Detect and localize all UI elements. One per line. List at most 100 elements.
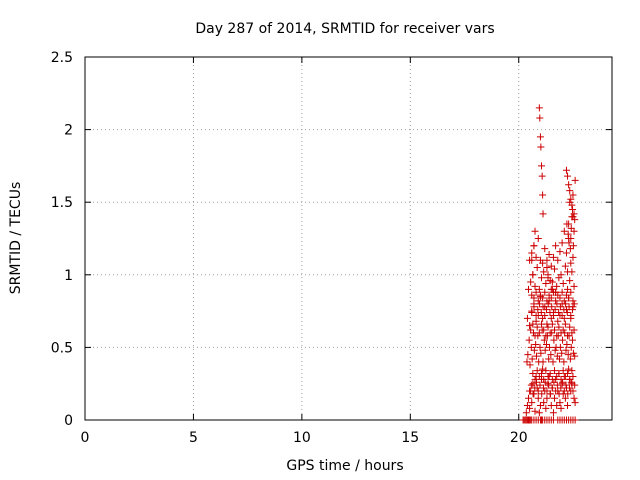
data-point-marker <box>562 249 570 257</box>
data-point-marker <box>569 297 577 305</box>
data-point-marker <box>543 264 551 272</box>
data-point-marker <box>551 394 559 402</box>
data-point-marker <box>562 300 570 308</box>
data-point-marker <box>523 314 531 322</box>
data-point-marker <box>564 390 572 398</box>
data-point-marker <box>555 323 563 331</box>
data-point-marker <box>528 309 536 317</box>
data-point-marker <box>570 394 578 402</box>
data-point-marker <box>546 390 554 398</box>
data-point-marker <box>569 306 577 314</box>
data-point-marker <box>553 282 561 290</box>
data-point-marker <box>533 323 541 331</box>
x-tick-label: 0 <box>81 430 90 446</box>
data-point-marker <box>553 332 561 340</box>
data-point-marker <box>554 256 562 264</box>
data-point-marker <box>560 297 568 305</box>
data-point-marker <box>526 404 534 412</box>
data-point-marker <box>542 404 550 412</box>
data-point-marker <box>537 309 545 317</box>
data-point-marker <box>559 280 567 288</box>
data-point-marker <box>569 191 577 199</box>
data-point-marker <box>526 387 534 395</box>
plot-frame <box>84 56 613 421</box>
data-point-marker <box>534 387 542 395</box>
data-point-marker <box>570 227 578 235</box>
data-point-marker <box>535 409 543 417</box>
data-point-marker <box>546 329 554 337</box>
data-point-marker <box>529 320 537 328</box>
data-point-marker <box>528 355 536 363</box>
data-point-marker <box>552 288 560 296</box>
data-point-marker <box>569 372 577 380</box>
data-point-marker <box>562 166 570 174</box>
data-point-marker <box>550 378 558 386</box>
data-point-marker <box>536 133 544 141</box>
data-point-marker <box>537 349 545 357</box>
data-point-marker <box>567 311 575 319</box>
data-point-marker <box>563 340 571 348</box>
data-point-marker <box>568 367 576 375</box>
data-point-marker <box>523 358 531 366</box>
data-point-marker <box>534 394 542 402</box>
data-point-marker <box>564 351 572 359</box>
data-point-marker <box>547 294 555 302</box>
data-point-marker <box>544 300 552 308</box>
data-point-marker <box>560 227 568 235</box>
data-point-marker <box>530 346 538 354</box>
data-point-marker <box>564 332 572 340</box>
data-point-marker <box>538 390 546 398</box>
data-point-marker <box>569 205 577 213</box>
data-point-marker <box>527 278 535 286</box>
data-point-marker <box>531 375 539 383</box>
data-point-marker <box>562 346 570 354</box>
data-point-marker <box>542 280 550 288</box>
data-point-marker <box>547 285 555 293</box>
data-point-marker <box>565 303 573 311</box>
data-point-marker <box>525 394 533 402</box>
data-point-marker <box>527 381 535 389</box>
x-tick-label: 10 <box>293 430 311 446</box>
data-point-marker <box>557 404 565 412</box>
data-point-marker <box>539 191 547 199</box>
data-point-marker <box>564 172 572 180</box>
data-point-marker <box>529 390 537 398</box>
data-point-marker <box>540 399 548 407</box>
data-point-marker <box>543 394 551 402</box>
data-point-marker <box>530 294 538 302</box>
data-point-marker <box>539 294 547 302</box>
data-point-marker <box>558 239 566 247</box>
data-point-marker <box>538 370 546 378</box>
data-point-marker <box>555 390 563 398</box>
data-point-marker <box>563 309 571 317</box>
data-point-marker <box>531 332 539 340</box>
data-point-marker <box>556 355 564 363</box>
data-point-marker <box>571 381 579 389</box>
data-point-marker <box>567 195 575 203</box>
data-point-marker <box>567 259 575 267</box>
data-point-marker <box>539 259 547 267</box>
data-point-marker <box>556 294 564 302</box>
y-tick-label: 1 <box>64 268 73 284</box>
data-point-marker <box>537 143 545 151</box>
data-point-marker <box>548 278 556 286</box>
data-point-marker <box>525 285 533 293</box>
grid-lines <box>85 57 612 420</box>
data-point-marker <box>566 323 574 331</box>
data-point-marker <box>534 306 542 314</box>
data-point-marker <box>540 268 548 276</box>
data-point-marker <box>541 245 549 253</box>
data-point-marker <box>539 303 547 311</box>
data-point-marker <box>532 288 540 296</box>
data-point-marker <box>564 285 572 293</box>
data-point-marker <box>531 407 539 415</box>
data-point-marker <box>548 375 556 383</box>
data-point-marker <box>566 355 574 363</box>
data-point-marker <box>564 401 572 409</box>
data-point-marker <box>565 294 573 302</box>
data-point-marker <box>552 387 560 395</box>
data-point-marker <box>535 329 543 337</box>
data-point-marker <box>524 351 532 359</box>
data-point-marker <box>567 288 575 296</box>
data-point-marker <box>564 370 572 378</box>
